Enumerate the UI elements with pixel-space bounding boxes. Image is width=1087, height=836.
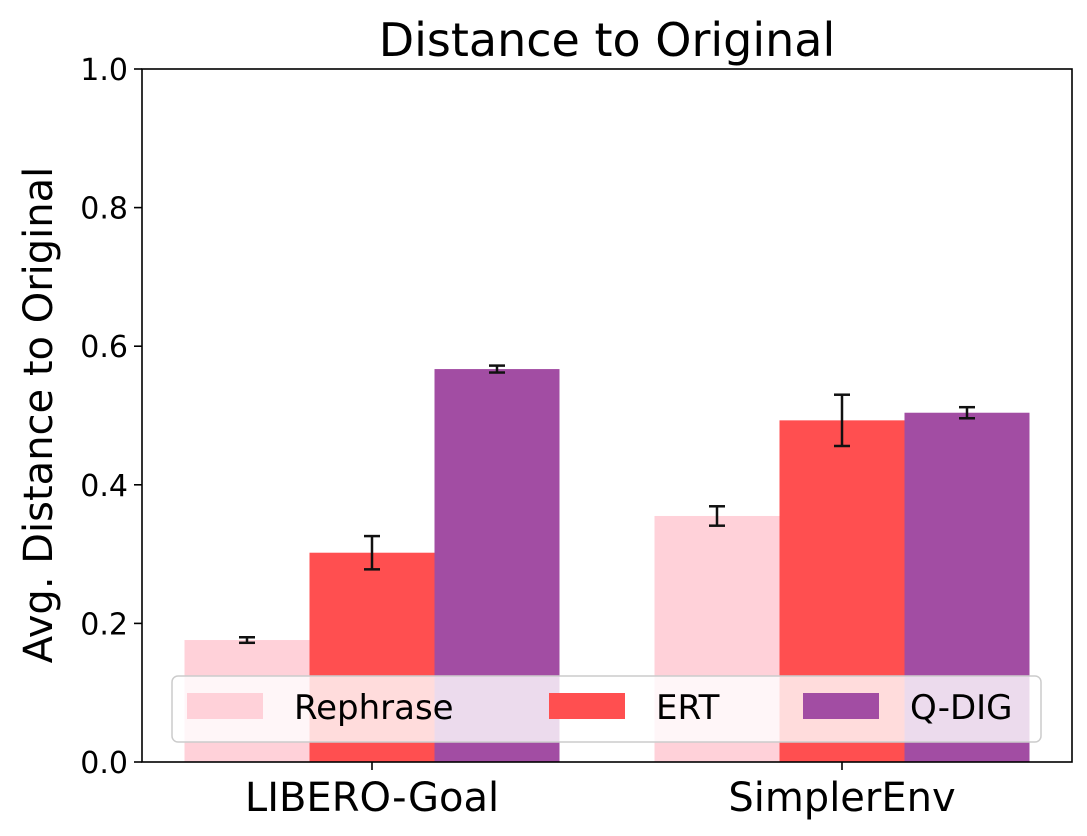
y-tick-label: 1.0	[80, 53, 128, 88]
legend-label-q-dig: Q-DIG	[910, 688, 1013, 728]
legend-label-rephrase: Rephrase	[294, 688, 454, 728]
y-tick-label: 0.8	[80, 192, 128, 227]
legend-swatch-q-dig	[803, 693, 879, 719]
y-tick-label: 0.6	[80, 330, 128, 365]
x-tick-label-simplerenv: SimplerEnv	[728, 775, 955, 821]
error-bar-rephrase-libero-goal	[239, 636, 255, 645]
plot-frame	[141, 68, 1073, 763]
legend: Rephrase ERT Q-DIG	[171, 675, 1042, 743]
error-bar-ert-libero-goal	[364, 534, 380, 571]
y-axis: 0.0 0.2 0.4 0.6 0.8 1.0	[80, 53, 142, 781]
chart-title: Distance to Original	[379, 13, 836, 67]
y-axis-label: Avg. Distance to Original	[16, 167, 62, 664]
error-bars-layer	[239, 364, 975, 645]
error-bar-q-dig-libero-goal	[489, 364, 505, 374]
error-bar-q-dig-simplerenv	[959, 405, 975, 420]
y-tick-label: 0.0	[80, 746, 128, 781]
y-tick-label: 0.4	[80, 469, 128, 504]
legend-swatch-ert	[549, 693, 625, 719]
legend-label-ert: ERT	[656, 688, 720, 728]
x-tick-label-libero-goal: LIBERO-Goal	[245, 775, 499, 821]
error-bar-rephrase-simplerenv	[709, 505, 725, 527]
error-bar-ert-simplerenv	[834, 393, 850, 448]
x-axis: LIBERO-Goal SimplerEnv	[245, 762, 956, 821]
y-tick-label: 0.2	[80, 607, 128, 642]
legend-swatch-rephrase	[187, 693, 263, 719]
